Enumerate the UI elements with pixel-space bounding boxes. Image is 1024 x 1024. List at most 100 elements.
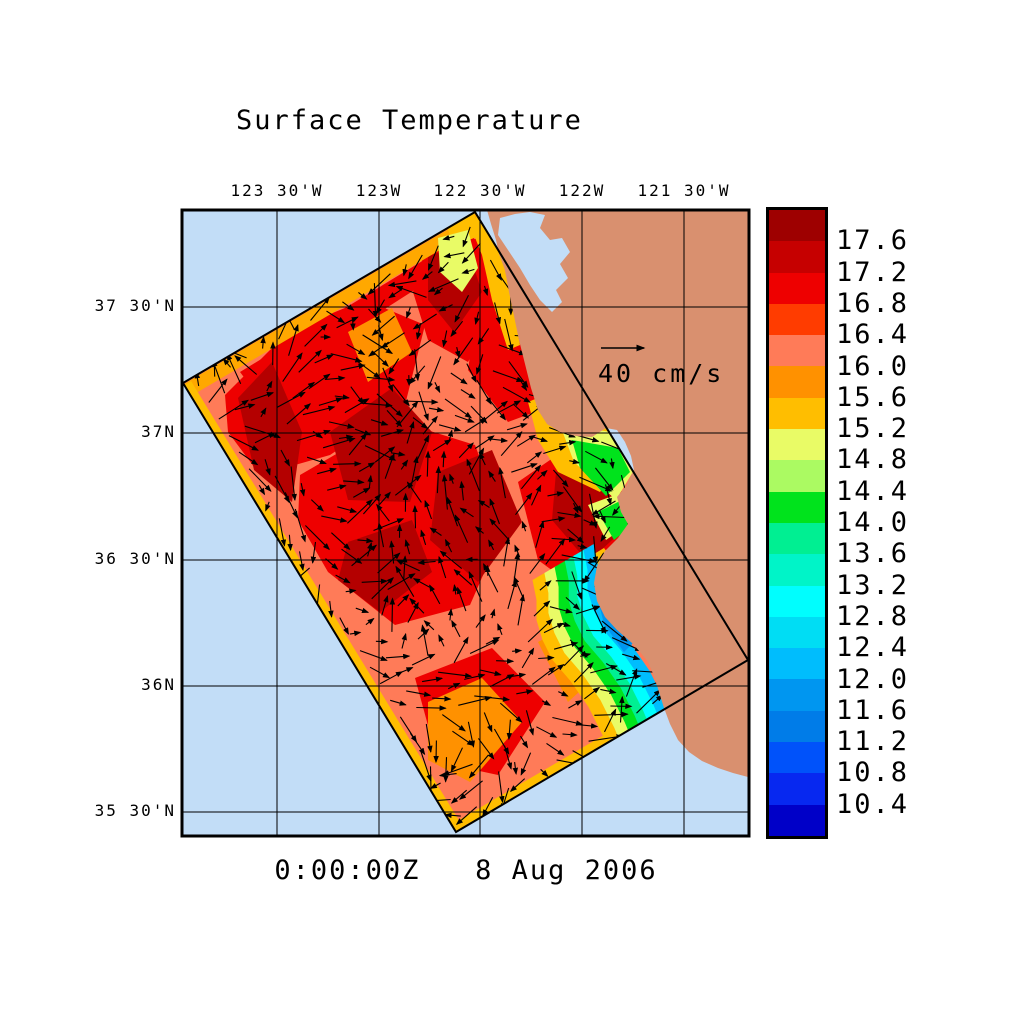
current-vector-arrow — [590, 664, 618, 674]
current-vector-arrow — [537, 469, 548, 480]
current-vector-arrow — [442, 330, 448, 348]
colorbar-tick-label: 14.4 — [836, 475, 910, 507]
current-vector-arrow — [526, 451, 543, 464]
current-vector-arrow — [365, 617, 375, 626]
current-vector-arrow — [553, 641, 579, 650]
current-vector-arrow — [445, 538, 453, 553]
colorbar-segment — [769, 366, 825, 398]
current-vector-arrow — [438, 634, 445, 647]
current-vector-arrow — [425, 723, 433, 753]
current-vector-arrow — [498, 344, 527, 356]
current-vector-arrow — [250, 392, 275, 401]
current-vector-arrow — [327, 484, 347, 491]
colorbar-segment — [769, 335, 825, 367]
current-vector-arrow — [388, 289, 401, 299]
current-vector-arrow — [521, 520, 527, 532]
lat-tick-label: 37N — [141, 422, 176, 441]
current-vector-arrow — [452, 730, 475, 747]
current-vector-arrow — [366, 376, 396, 383]
current-vector-arrow — [516, 434, 536, 447]
current-vector-arrow — [451, 619, 461, 638]
current-vector-arrow — [486, 396, 506, 421]
current-vector-arrow — [429, 527, 442, 536]
current-vector-arrow — [482, 285, 489, 296]
current-vector-arrow — [455, 806, 478, 826]
current-vector-arrow — [340, 363, 366, 371]
current-vector-arrow — [424, 499, 433, 520]
current-vector-arrow — [438, 424, 462, 432]
current-vector-arrow — [317, 467, 337, 475]
current-vector-arrow — [350, 386, 364, 405]
current-vector-arrow — [387, 280, 417, 288]
current-vector-arrow — [336, 316, 359, 329]
current-vector-arrow — [396, 400, 419, 428]
current-vector-arrow — [417, 559, 436, 566]
current-vector-arrow — [407, 601, 419, 623]
current-vector-arrow — [536, 726, 558, 738]
current-vector-arrow — [310, 499, 324, 512]
colorbar-tick-label: 11.6 — [836, 694, 910, 726]
current-vector-arrow — [459, 480, 465, 501]
colorbar-tick-label: 14.8 — [836, 444, 910, 476]
current-vector-arrow — [440, 450, 447, 468]
current-vector-arrow — [611, 637, 643, 652]
colorbar-segment — [769, 272, 825, 304]
current-vector-arrow — [260, 407, 267, 418]
current-vector-arrow — [212, 359, 226, 394]
current-vector-arrow — [412, 505, 418, 529]
current-vector-arrow — [406, 690, 432, 697]
current-vector-arrow — [447, 608, 454, 621]
current-vector-arrow — [372, 351, 389, 367]
current-vector-arrow — [408, 339, 432, 357]
colorbar-tick-label: 15.6 — [836, 381, 910, 413]
current-vector-arrow — [476, 379, 492, 405]
current-vector-arrow — [379, 671, 404, 685]
current-vector-arrow — [427, 245, 439, 271]
current-vector-arrow — [482, 797, 494, 817]
colorbar-segment — [769, 491, 825, 523]
current-vector-arrow — [604, 708, 617, 733]
current-vector-arrow — [254, 432, 276, 444]
current-vector-arrow — [591, 500, 616, 516]
current-vector-arrow — [538, 655, 555, 661]
current-vector-arrow — [358, 462, 376, 472]
current-vector-arrow — [568, 700, 583, 709]
current-vector-arrow — [506, 423, 528, 431]
current-vector-arrow — [310, 541, 317, 564]
current-vector-arrow — [433, 287, 443, 296]
current-vector-arrow — [571, 571, 582, 600]
current-vector-arrow — [529, 553, 546, 574]
vector-scale-label: 40 cm/s — [598, 359, 725, 388]
current-vector-arrow — [437, 261, 449, 274]
current-vector-arrow — [520, 735, 529, 749]
current-vector-arrow — [264, 459, 271, 476]
current-vector-arrow — [540, 768, 549, 777]
current-vector-arrow — [357, 537, 374, 544]
current-vector-arrow — [454, 514, 469, 543]
current-vector-arrow — [265, 501, 271, 512]
current-vector-arrow — [531, 666, 556, 685]
current-vector-arrow — [361, 578, 388, 585]
current-vector-arrow — [583, 552, 605, 583]
colorbar-tick-label: 12.4 — [836, 632, 910, 664]
colorbar-segment — [769, 648, 825, 680]
colorbar-segment — [769, 460, 825, 492]
current-vector-arrow — [409, 732, 426, 756]
current-vector-arrow — [549, 606, 573, 614]
current-vector-arrow — [397, 594, 410, 607]
colorbar-tick-label: 14.0 — [836, 507, 910, 538]
current-vector-arrow — [411, 653, 436, 666]
current-vector-arrow — [389, 597, 396, 632]
current-vector-arrow — [469, 639, 500, 654]
current-vector-arrow — [444, 812, 461, 819]
current-vector-arrow — [434, 382, 441, 394]
plot-title: Surface Temperature — [236, 105, 583, 136]
current-vector-arrow — [333, 461, 362, 467]
current-vector-arrow — [584, 686, 601, 700]
current-vector-arrow — [520, 752, 532, 776]
current-vector-arrow — [374, 446, 396, 463]
current-vector-arrow — [306, 456, 327, 465]
current-vector-arrow — [488, 470, 496, 482]
current-vector-arrow — [338, 434, 354, 441]
